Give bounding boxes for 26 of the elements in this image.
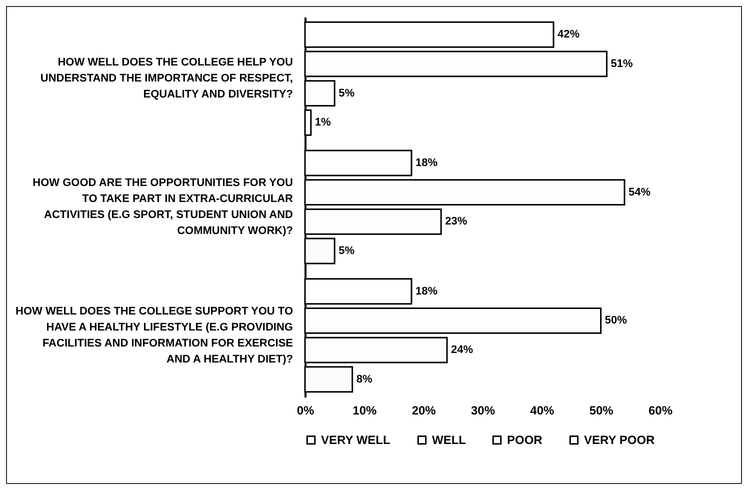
data-label: 51%	[610, 58, 633, 70]
data-label: 5%	[338, 87, 355, 100]
data-label: 8%	[356, 373, 372, 386]
data-label: 18%	[416, 156, 438, 169]
x-tick-label: 60%	[648, 404, 673, 418]
y-tick-label: HOW GOOD ARE THE OPPORTUNITIES FOR YOU TO TAKE PART IN EXTRA-CURRICULAR ACTIVITIES (E.G SPORT, STUDENT UNION AND COMMUNITY WORK)?	[32, 177, 294, 237]
y-tick-label: HOW WELL DOES THE COLLEGE HELP YOU UNDERSTAND THE IMPORTANCE OF RESPECT, EQUALITY AND DIVERSITY?	[40, 56, 294, 101]
x-tick-label: 40%	[530, 404, 554, 418]
y-tick-label: HOW WELL DOES THE COLLEGE SUPPORT YOU TO HAVE A HEALTHY LIFESTYLE (E.G PROVIDING FACILITIES AND INFORMATION FOR EXERCISE AND A HEALTHY DIET)?	[16, 305, 294, 366]
legend-label: VERY WELL	[321, 433, 390, 448]
data-label: 50%	[604, 314, 628, 327]
legend-label: VERY POOR	[584, 433, 656, 448]
legend-label: WELL	[432, 433, 466, 448]
data-label: 24%	[451, 344, 474, 356]
data-label: 18%	[416, 285, 438, 298]
legend-label: POOR	[507, 433, 543, 448]
x-tick-label: 0%	[296, 404, 314, 418]
x-tick-label: 20%	[412, 404, 436, 418]
x-tick-label: 50%	[589, 404, 614, 418]
data-label: 5%	[338, 245, 355, 258]
data-label: 42%	[558, 28, 580, 41]
x-tick-label: 10%	[352, 404, 377, 418]
data-label: 1%	[314, 116, 332, 129]
x-tick-label: 30%	[470, 404, 496, 418]
data-label: 54%	[628, 186, 651, 198]
data-label: 23%	[445, 216, 468, 228]
